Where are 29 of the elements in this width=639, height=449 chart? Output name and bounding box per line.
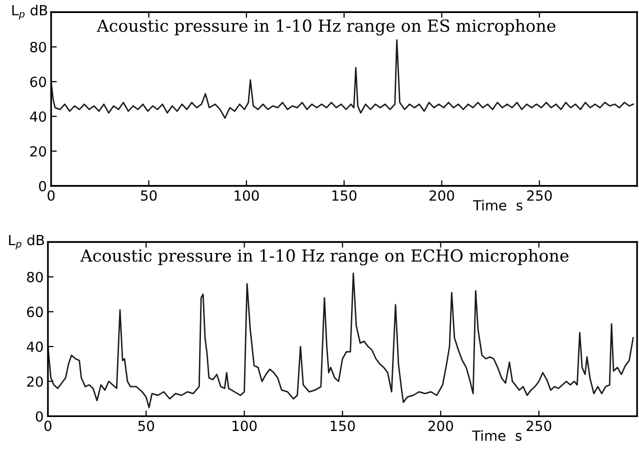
y-axis-title: L$_{p}$ dB: [9, 234, 44, 250]
x-tick-label: 200: [430, 190, 454, 201]
y-tick-label: 80: [27, 272, 43, 282]
chart-title: Acoustic pressure in 1-10 Hz range on ECHO microphone: [80, 248, 568, 266]
x-axis-title: Time s: [472, 430, 522, 441]
y-tick-label: 20: [27, 376, 43, 387]
x-tick-label: 50: [141, 190, 157, 201]
x-axis-title: Time s: [472, 200, 522, 211]
y-tick-label: 80: [30, 42, 46, 52]
y-tick-label: 40: [26, 342, 43, 352]
x-tick-label: 100: [234, 190, 259, 201]
y-axis-title: L$_{p}$ dB: [12, 4, 48, 20]
y-tick-label: 0: [36, 411, 43, 422]
line-series: [48, 272, 634, 408]
y-tick-label: 40: [30, 111, 46, 122]
y-tick-label: 20: [30, 146, 46, 157]
x-tick-label: 100: [232, 420, 257, 432]
y-tick-label: 0: [39, 180, 46, 192]
x-tick-label: 150: [332, 190, 356, 201]
y-tick-label: 60: [30, 76, 46, 88]
chart-title: Acoustic pressure in 1-10 Hz range on ES microphone: [96, 19, 556, 36]
y-tick-label: 60: [27, 306, 43, 318]
x-tick-label: 150: [330, 420, 355, 432]
line-series: [51, 39, 634, 119]
x-tick-label: 250: [526, 420, 552, 432]
x-tick-label: 200: [428, 420, 454, 432]
x-tick-label: 50: [138, 420, 154, 432]
x-tick-label: 0: [48, 190, 55, 201]
x-tick-label: 250: [527, 190, 552, 201]
